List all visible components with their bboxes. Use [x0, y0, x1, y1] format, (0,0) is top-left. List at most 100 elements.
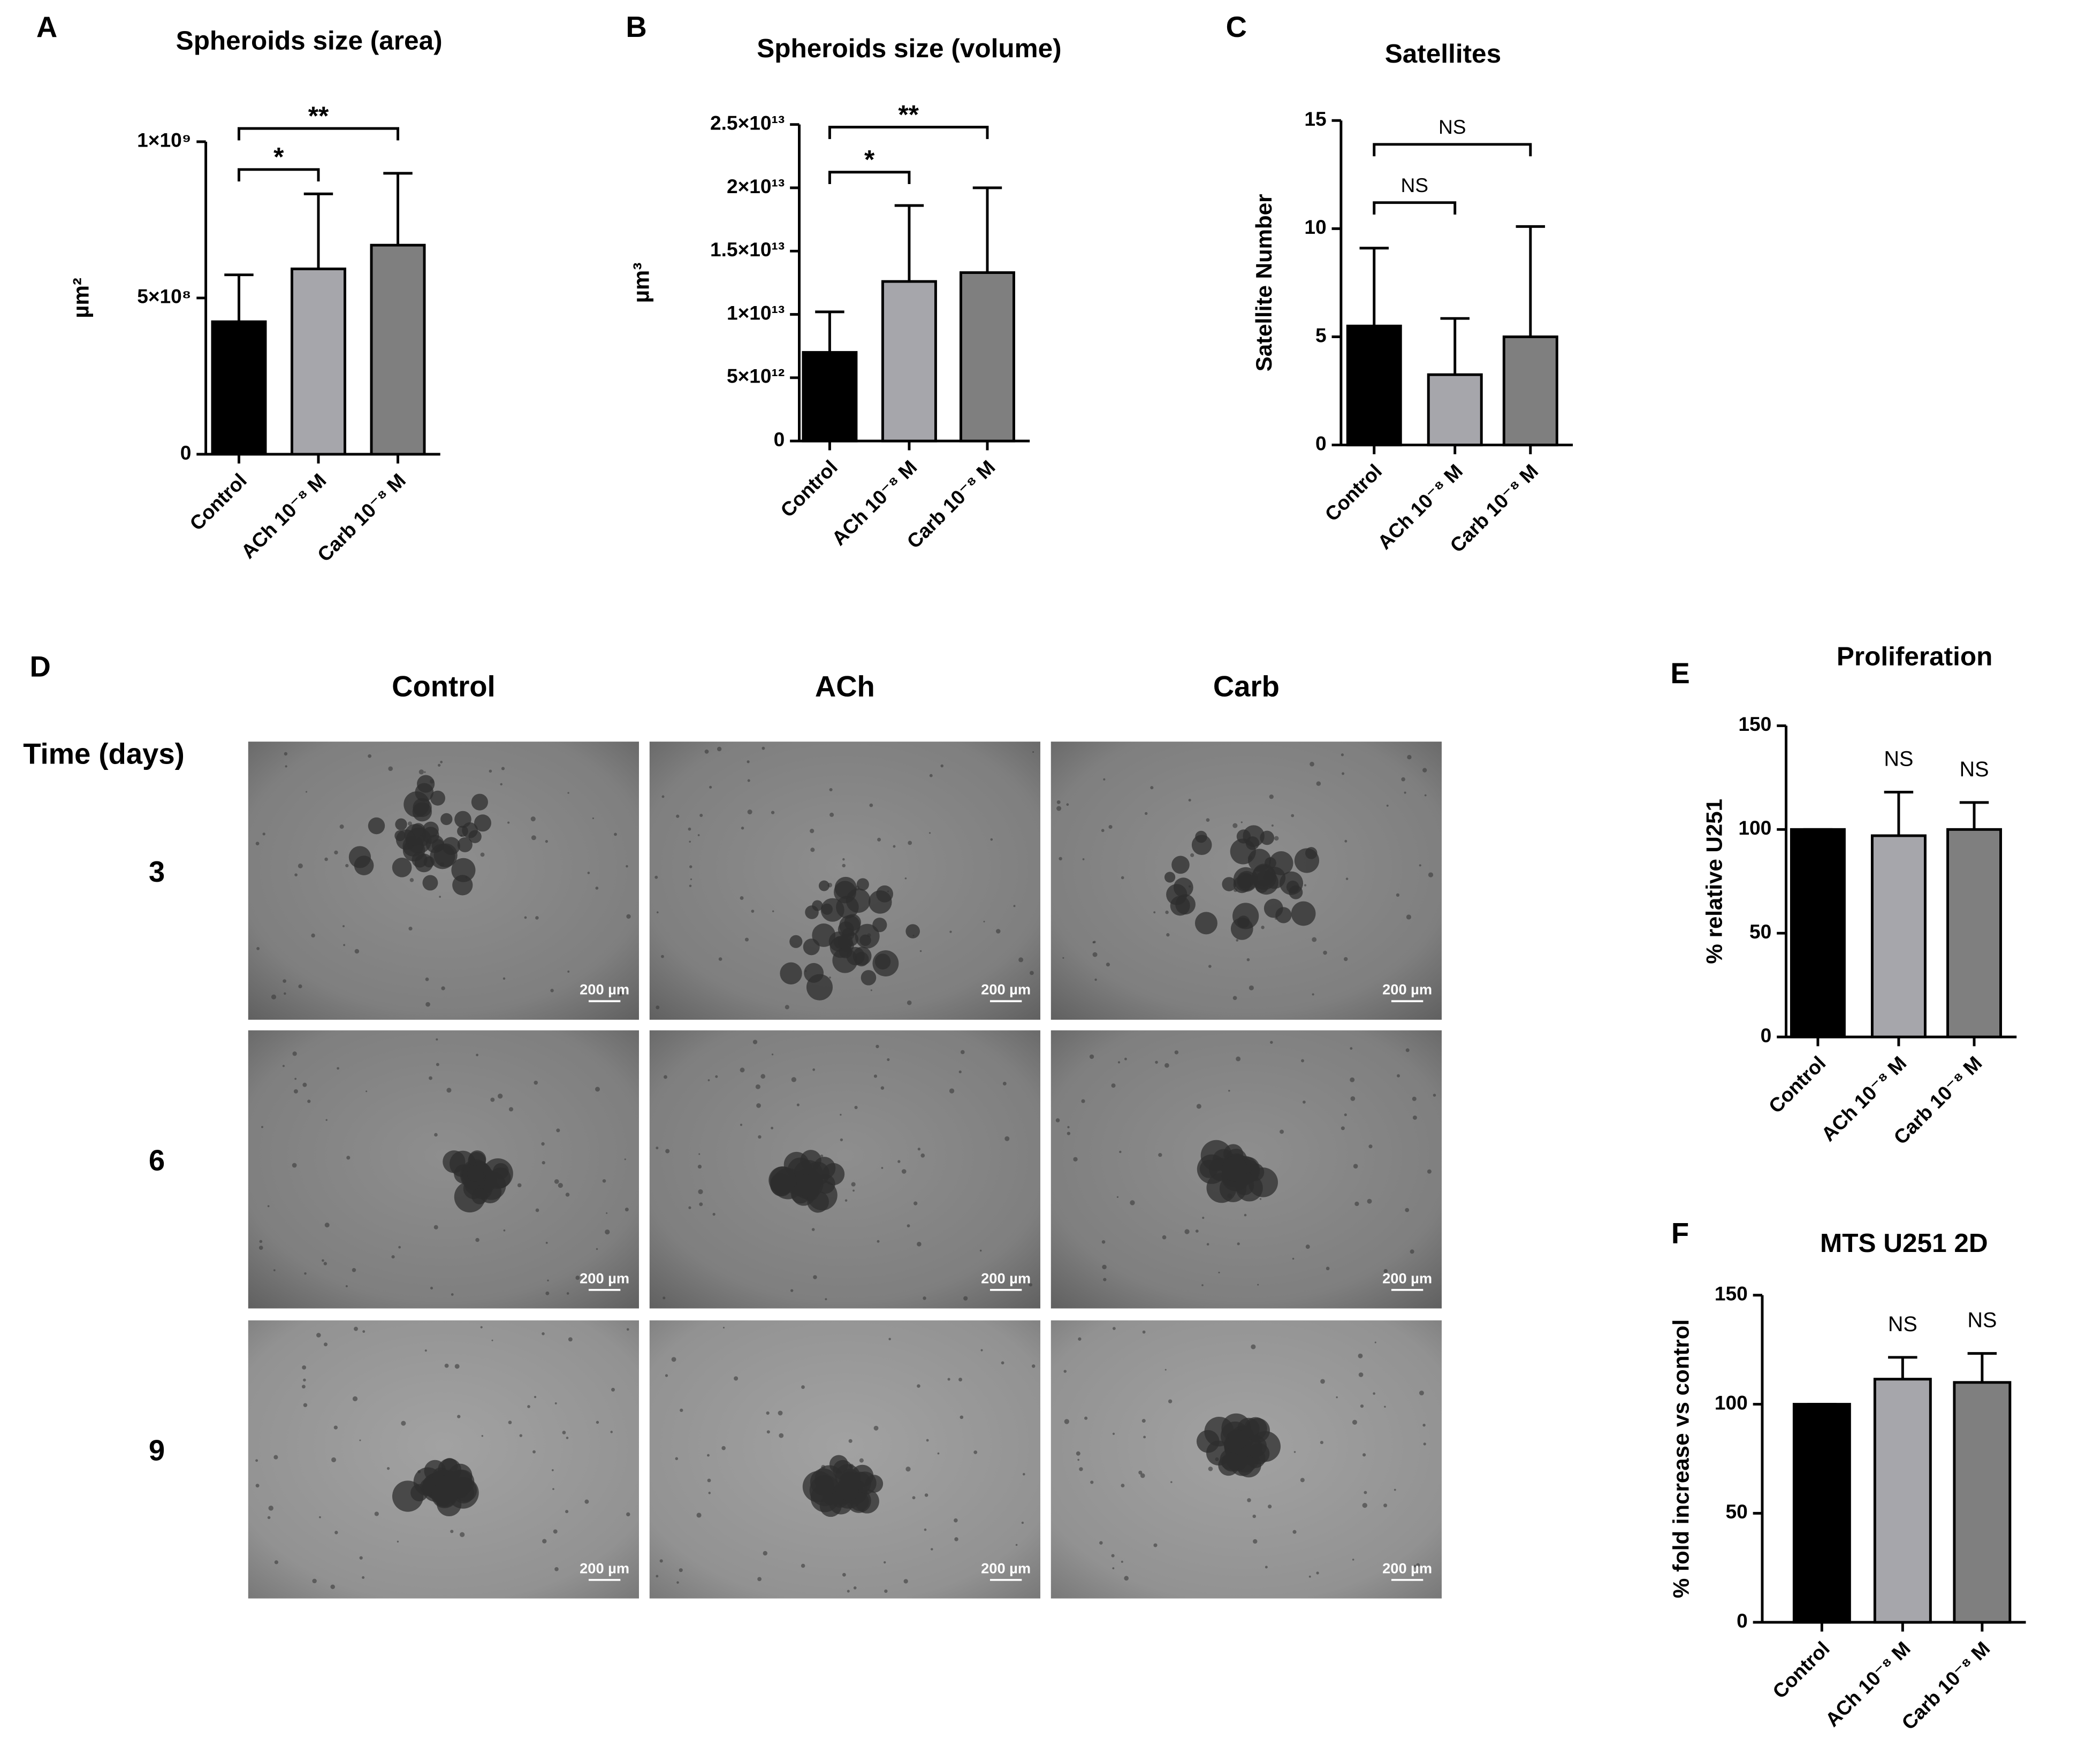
speck	[256, 946, 260, 950]
speck	[1164, 1063, 1169, 1068]
speck	[626, 1512, 630, 1517]
speck	[663, 1296, 666, 1300]
speck	[949, 930, 952, 933]
speck	[1022, 1473, 1025, 1476]
speck	[1405, 1208, 1410, 1212]
micrograph-bg	[649, 1030, 1040, 1309]
chart-title: Spheroids size (volume)	[757, 34, 1061, 63]
bar	[1953, 1381, 2012, 1624]
speck	[596, 1248, 598, 1250]
speck	[762, 746, 765, 750]
speck	[734, 1376, 739, 1381]
speck	[912, 1496, 916, 1500]
speck	[958, 1378, 963, 1381]
speck	[928, 832, 931, 834]
speck	[565, 1193, 570, 1197]
speck	[475, 1238, 479, 1242]
bar	[881, 280, 937, 442]
speck	[881, 1167, 884, 1169]
cell-cluster	[467, 1165, 484, 1182]
speck	[1112, 1327, 1116, 1330]
cell-cluster	[829, 1455, 848, 1474]
speck	[1292, 1257, 1295, 1260]
speck	[1190, 853, 1194, 857]
speck	[1246, 958, 1250, 961]
speck	[1015, 1544, 1018, 1546]
speck	[1336, 1396, 1338, 1399]
speck	[718, 957, 722, 961]
significance-label: **	[898, 100, 919, 129]
cell-cluster	[805, 905, 819, 919]
speck	[374, 1511, 379, 1516]
cell-cluster	[1228, 1429, 1245, 1446]
speck	[602, 1179, 606, 1183]
bar	[1790, 828, 1846, 1038]
speck	[312, 1578, 317, 1584]
speck	[535, 1208, 539, 1212]
speck	[661, 795, 665, 798]
speck	[1153, 911, 1156, 914]
cell-cluster	[471, 793, 488, 811]
speck	[949, 1088, 955, 1094]
speck	[545, 1291, 550, 1295]
speck	[554, 1179, 559, 1184]
significance-bracket	[237, 168, 320, 182]
speck	[752, 1040, 758, 1044]
cell-cluster	[819, 1495, 842, 1517]
speck	[261, 1126, 263, 1128]
cell-cluster	[1233, 875, 1251, 894]
speck	[592, 817, 594, 819]
speck	[924, 1493, 928, 1497]
speck	[1320, 1379, 1325, 1384]
speck	[722, 1326, 725, 1328]
significance-label: NS	[1400, 174, 1428, 196]
speck	[302, 1082, 307, 1087]
speck	[397, 1540, 399, 1543]
speck	[567, 970, 570, 973]
speck	[1142, 1330, 1146, 1334]
speck	[903, 1579, 908, 1584]
speck	[1423, 1442, 1426, 1446]
speck	[1143, 1435, 1146, 1439]
speck	[324, 857, 328, 861]
speck	[391, 1255, 395, 1259]
cell-cluster	[462, 822, 478, 838]
speck	[1404, 791, 1406, 794]
cell-cluster	[1170, 896, 1190, 916]
speck	[744, 937, 749, 942]
speck	[751, 910, 755, 913]
speck	[303, 1378, 306, 1382]
speck	[1102, 1264, 1107, 1270]
speck	[339, 824, 344, 829]
speck	[929, 774, 933, 777]
speck	[424, 1349, 427, 1352]
micrograph: 200 µm	[1051, 1320, 1442, 1599]
speck	[1251, 1344, 1256, 1349]
speck	[960, 1050, 965, 1055]
speck	[534, 1395, 537, 1399]
cell-cluster	[1252, 864, 1275, 887]
speck	[1101, 1240, 1106, 1244]
y-tick-label: 50	[1725, 1500, 1747, 1523]
speck	[1144, 812, 1148, 815]
speck	[337, 1067, 339, 1070]
speck	[424, 771, 426, 773]
speck	[884, 1589, 888, 1593]
speck	[259, 1240, 263, 1243]
y-tick-label: 2×10¹³	[727, 175, 785, 197]
speck	[331, 1457, 337, 1462]
column-header: ACh	[815, 670, 875, 703]
speck	[1316, 781, 1321, 786]
y-tick-label: 0	[180, 441, 192, 464]
micrograph: 200 µm	[1051, 742, 1442, 1020]
y-tick-label: 1.5×10¹³	[710, 238, 785, 261]
speck	[1406, 914, 1411, 920]
speck	[758, 1135, 762, 1139]
speck	[1001, 1361, 1004, 1365]
column-header: Control	[392, 670, 496, 703]
x-tick-label: Control	[185, 469, 251, 534]
cell-cluster	[412, 852, 428, 868]
speck	[1291, 814, 1295, 818]
cell-cluster	[807, 1190, 829, 1213]
